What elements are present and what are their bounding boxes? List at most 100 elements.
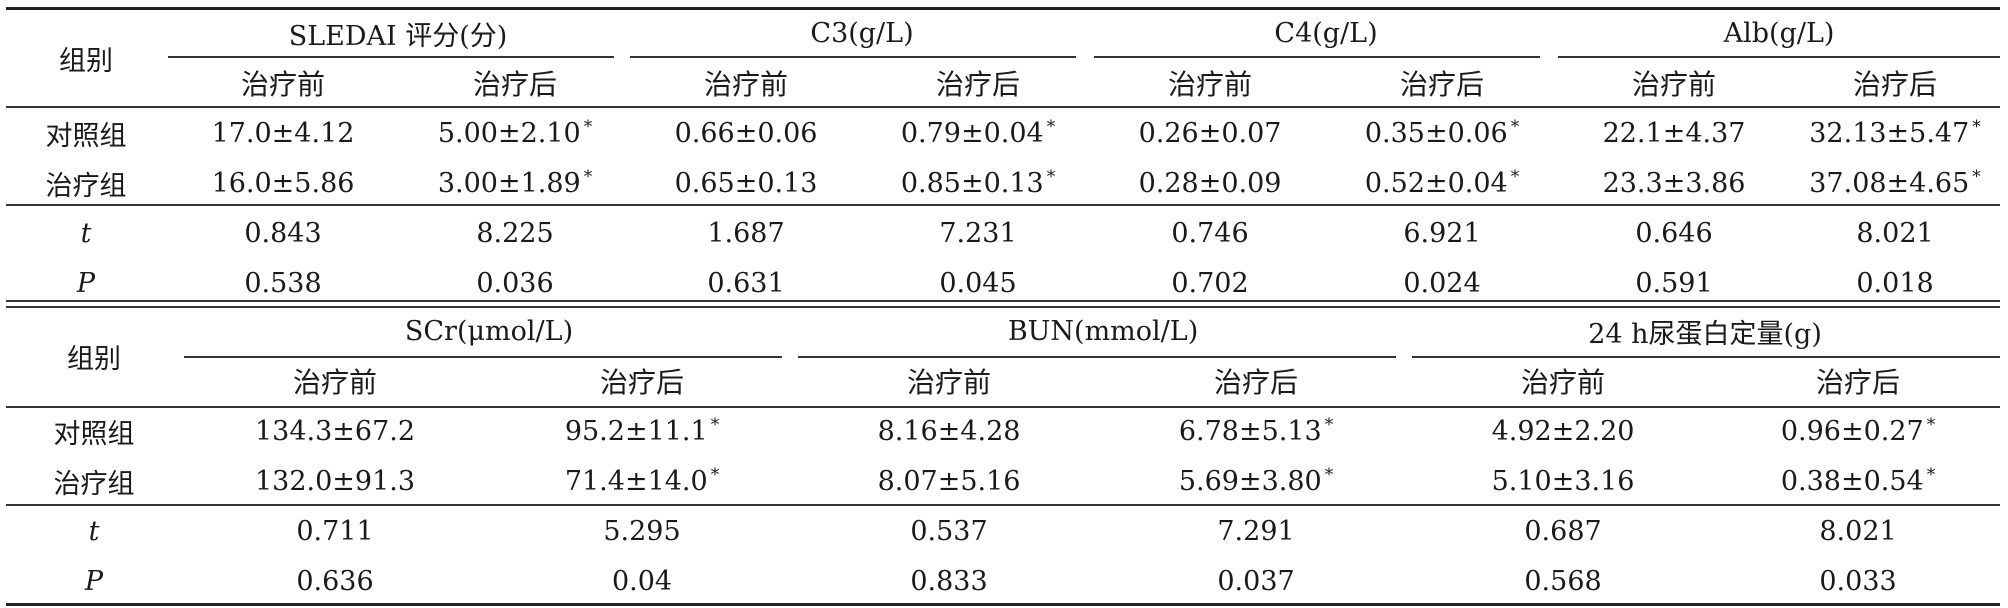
table-row: 治疗组 16.0±5.86 3.00±1.89 * 0.65±0.13 0.85±…: [6, 158, 2000, 208]
table-cell: 0.538: [244, 267, 322, 299]
row-label: 治疗组: [45, 170, 127, 202]
row-label: 对照组: [53, 418, 135, 450]
table-cell: 0.711: [296, 515, 374, 547]
sub-header: 治疗后: [1214, 366, 1299, 399]
group-underline-urine: [1412, 356, 2000, 358]
table-cell: 0.636: [296, 565, 374, 597]
group-underline-c3: [630, 56, 1076, 58]
group-header-alb: Alb(g/L): [1723, 17, 1835, 49]
significance-mark: *: [1972, 117, 1981, 137]
sub-header: 治疗前: [1521, 366, 1606, 399]
table-cell: 0.66±0.06: [674, 117, 818, 149]
results-table-1: 组别 SLEDAI 评分(分) C3(g/L) C4(g/L) Alb(g/L)…: [6, 8, 2000, 308]
group-header-urine-protein: 24 h尿蛋白定量(g): [1588, 318, 1822, 350]
table-cell: 0.04: [611, 565, 673, 597]
table-cell: 22.1±4.37: [1602, 117, 1746, 149]
header-bottom-rule: [6, 106, 2000, 108]
table-cell: 8.021: [1819, 515, 1897, 547]
sub-header: 治疗前: [704, 68, 789, 101]
significance-mark: *: [583, 167, 593, 187]
significance-mark: *: [1046, 117, 1056, 137]
sub-header: 治疗后: [1816, 366, 1901, 399]
sub-header: 治疗后: [600, 366, 685, 399]
sub-header: 治疗前: [240, 68, 325, 101]
group-header-bun: BUN(mmol/L): [1007, 315, 1199, 347]
table-cell: 0.65±0.13: [674, 167, 818, 199]
sub-header: 治疗后: [936, 68, 1021, 101]
table-cell: 0.96±0.27 *: [1780, 415, 1936, 447]
group-underline-bun: [798, 356, 1396, 358]
table-row: P 0.636 0.04 0.833 0.037 0.568 0.033: [6, 556, 2000, 606]
table-cell: 6.921: [1403, 217, 1481, 249]
table-bottom-rule: [6, 603, 2000, 606]
group-header-sledai: SLEDAI 评分(分): [288, 20, 508, 52]
group-underline-alb: [1558, 56, 2000, 58]
table-cell: 7.231: [939, 217, 1017, 249]
significance-mark: *: [1046, 167, 1056, 187]
table-top-rule: [6, 7, 2000, 10]
table-cell: 6.78±5.13 *: [1178, 415, 1334, 447]
row-label: t: [80, 217, 92, 249]
row-label: 对照组: [45, 120, 127, 152]
table-cell: 0.631: [707, 267, 785, 299]
table-cell: 23.3±3.86: [1602, 167, 1746, 199]
row-label: P: [76, 267, 96, 299]
significance-mark: *: [710, 465, 720, 485]
table-cell: 7.291: [1217, 515, 1295, 547]
row-label: t: [88, 515, 100, 547]
double-rule-upper: [6, 300, 2000, 302]
group-underline-scr: [184, 356, 782, 358]
sub-header: 治疗前: [292, 366, 377, 399]
group-column-header: 组别: [67, 343, 121, 375]
table-cell: 8.021: [1856, 217, 1934, 249]
table-cell: 132.0±91.3: [254, 465, 416, 497]
table-cell: 0.26±0.07: [1138, 117, 1282, 149]
table-row: 治疗组 132.0±91.3 71.4±14.0 * 8.07±5.16 5.69…: [6, 456, 2000, 506]
group-header-scr: SCr(μmol/L): [404, 315, 574, 347]
table-row: P 0.538 0.036 0.631 0.045 0.702 0.024 0.…: [6, 258, 2000, 308]
table-cell: 0.024: [1403, 267, 1481, 299]
row-label: 治疗组: [53, 468, 135, 500]
table-cell: 0.033: [1819, 565, 1897, 597]
table-cell: 5.69±3.80 *: [1178, 465, 1334, 497]
sub-header: 治疗后: [473, 68, 558, 101]
table-cell: 0.843: [244, 217, 322, 249]
table-cell: 32.13±5.47 *: [1809, 117, 1981, 149]
table-cell: 0.036: [476, 267, 554, 299]
table-cell: 4.92±2.20: [1491, 415, 1635, 447]
sub-header: 治疗后: [1400, 68, 1485, 101]
group-underline-c4: [1094, 56, 1540, 58]
significance-mark: *: [1926, 415, 1936, 435]
table-cell: 0.38±0.54 *: [1780, 465, 1936, 497]
results-table-2: 组别 SCr(μmol/L) BUN(mmol/L) 24 h尿蛋白定量(g) …: [6, 306, 2000, 606]
table-cell: 0.568: [1524, 565, 1602, 597]
header2-bottom-rule: [6, 406, 2000, 408]
table-cell: 0.52±0.04 *: [1364, 167, 1520, 199]
stats2-divider-rule: [6, 504, 2000, 506]
row-label: P: [84, 565, 104, 597]
sub-header: 治疗前: [1632, 68, 1717, 101]
significance-mark: *: [1324, 415, 1334, 435]
table-cell: 8.225: [476, 217, 554, 249]
significance-mark: *: [1510, 117, 1520, 137]
significance-mark: *: [710, 415, 720, 435]
sub-header: 治疗前: [1168, 68, 1253, 101]
table-cell: 0.833: [910, 565, 988, 597]
table-cell: 1.687: [707, 217, 785, 249]
table-cell: 3.00±1.89 *: [437, 167, 593, 199]
table-cell: 0.018: [1856, 267, 1934, 299]
significance-mark: *: [1926, 465, 1936, 485]
table-row: t 0.843 8.225 1.687 7.231 0.746 6.921 0.…: [6, 208, 2000, 258]
table-cell: 0.28±0.09: [1138, 167, 1282, 199]
table-cell: 0.045: [939, 267, 1017, 299]
table-cell: 8.16±4.28: [877, 415, 1021, 447]
stats-divider-rule: [6, 204, 2000, 206]
table-cell: 134.3±67.2: [254, 415, 416, 447]
table-row: 对照组 17.0±4.12 5.00±2.10 * 0.66±0.06 0.79±…: [6, 108, 2000, 158]
table-cell: 16.0±5.86: [211, 167, 355, 199]
table-cell: 0.35±0.06 *: [1364, 117, 1520, 149]
group-header-c3: C3(g/L): [810, 17, 914, 49]
double-rule-lower: [6, 306, 2000, 308]
table-cell: 5.00±2.10 *: [437, 117, 593, 149]
table-cell: 95.2±11.1 *: [564, 415, 720, 447]
